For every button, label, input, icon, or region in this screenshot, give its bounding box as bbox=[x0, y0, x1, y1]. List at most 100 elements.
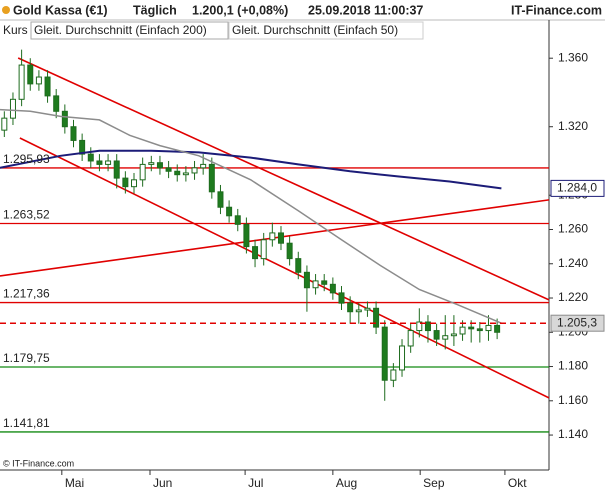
candle-body bbox=[234, 215, 241, 225]
candle-body bbox=[252, 246, 259, 260]
candle-body bbox=[485, 324, 492, 332]
candle-body bbox=[96, 160, 103, 165]
timestamp: 25.09.2018 11:00:37 bbox=[308, 3, 423, 17]
candle-body bbox=[226, 206, 233, 217]
candle-body bbox=[303, 271, 310, 289]
level-label: 1.295,93 bbox=[3, 152, 50, 166]
y-tick-label: 1.260 bbox=[558, 222, 588, 236]
candle-body bbox=[468, 326, 475, 330]
legend-label: Gleit. Durchschnitt (Einfach 50) bbox=[232, 23, 398, 37]
source: IT-Finance.com bbox=[511, 3, 602, 17]
y-tick-label: 1.220 bbox=[558, 290, 588, 304]
candle-body bbox=[113, 160, 120, 179]
candle-body bbox=[70, 126, 77, 141]
x-tick-label: Aug bbox=[336, 476, 357, 490]
end-label: 1.205,3 bbox=[557, 315, 597, 329]
moving-average bbox=[0, 149, 502, 190]
candle-body bbox=[295, 258, 302, 273]
candle-body bbox=[494, 324, 501, 333]
candle-body bbox=[156, 162, 163, 169]
end-label-box bbox=[550, 179, 605, 197]
candle-body bbox=[338, 292, 345, 304]
candle-body bbox=[450, 333, 457, 337]
y-tick-label: 1.160 bbox=[558, 393, 588, 407]
copyright: © IT-Finance.com bbox=[3, 458, 74, 468]
candle-body bbox=[286, 242, 293, 260]
candle-body bbox=[35, 76, 42, 85]
last-price: 1.200,1 (+0,08%) bbox=[192, 3, 288, 17]
candle-body bbox=[131, 179, 138, 188]
candle-body bbox=[87, 153, 94, 162]
y-tick-label: 1.180 bbox=[558, 359, 588, 373]
trend-line bbox=[17, 57, 549, 301]
candle-body bbox=[27, 64, 34, 85]
x-tick-label: Okt bbox=[508, 476, 527, 490]
candle-body bbox=[321, 280, 328, 285]
candle-body bbox=[407, 330, 414, 347]
candle-body bbox=[269, 232, 276, 241]
candle-body bbox=[390, 369, 397, 381]
candle-body bbox=[381, 326, 388, 381]
candle-body bbox=[416, 321, 423, 332]
y-tick-label: 1.140 bbox=[558, 427, 588, 441]
level-label: 1.263,52 bbox=[3, 208, 50, 222]
candle-body bbox=[122, 177, 129, 188]
candle-body bbox=[442, 335, 449, 340]
x-tick-label: Sep bbox=[423, 476, 445, 490]
legend-label: Gleit. Durchschnitt (Einfach 200) bbox=[34, 23, 207, 37]
candle-body bbox=[18, 64, 25, 100]
candle-body bbox=[105, 160, 112, 165]
candle-body bbox=[61, 110, 68, 128]
plot-area bbox=[0, 49, 549, 433]
candle-body bbox=[277, 232, 284, 244]
moving-average bbox=[0, 108, 502, 324]
x-tick-label: Jun bbox=[153, 476, 172, 490]
candle-body bbox=[139, 163, 146, 181]
level-label: 1.179,75 bbox=[3, 351, 50, 365]
candle-body bbox=[312, 280, 319, 289]
legend-box bbox=[30, 21, 229, 40]
candle-body bbox=[79, 139, 86, 155]
chart-title: Gold Kassa (€1) bbox=[13, 3, 107, 17]
candle-body bbox=[182, 172, 189, 176]
candle-body bbox=[399, 345, 406, 371]
candle-body bbox=[459, 326, 466, 335]
interval: Täglich bbox=[133, 3, 177, 17]
candle-body bbox=[373, 307, 380, 328]
legend-box bbox=[228, 21, 424, 40]
level-label: 1.141,81 bbox=[3, 416, 50, 430]
candle-body bbox=[148, 162, 155, 165]
x-tick-label: Jul bbox=[248, 476, 263, 490]
end-label-box bbox=[550, 314, 605, 332]
candle-body bbox=[53, 95, 60, 112]
candle-body bbox=[355, 309, 362, 313]
y-tick-label: 1.360 bbox=[558, 50, 588, 64]
candle-body bbox=[364, 307, 371, 311]
candle-body bbox=[217, 191, 224, 208]
candle-body bbox=[208, 163, 215, 193]
candle-body bbox=[200, 163, 207, 169]
candle-body bbox=[424, 321, 431, 332]
candle-body bbox=[165, 167, 172, 172]
x-tick-label: Mai bbox=[65, 476, 84, 490]
candle-body bbox=[191, 167, 198, 174]
candle-body bbox=[260, 239, 267, 260]
level-label: 1.217,36 bbox=[3, 287, 50, 301]
candle-body bbox=[1, 117, 8, 131]
end-label: 1.284,0 bbox=[557, 181, 597, 195]
candle-body bbox=[174, 170, 181, 176]
legend-label: Kurs bbox=[3, 23, 28, 37]
candle-body bbox=[44, 76, 51, 97]
y-tick-label: 1.320 bbox=[558, 119, 588, 133]
candle-body bbox=[243, 223, 250, 248]
candle-body bbox=[9, 98, 16, 119]
trend-line bbox=[19, 137, 549, 399]
candle-body bbox=[347, 302, 354, 313]
candle-body bbox=[476, 328, 483, 332]
logo-icon bbox=[2, 6, 10, 14]
y-tick-label: 1.240 bbox=[558, 256, 588, 270]
candle-body bbox=[433, 330, 440, 340]
candle-body bbox=[329, 283, 336, 294]
